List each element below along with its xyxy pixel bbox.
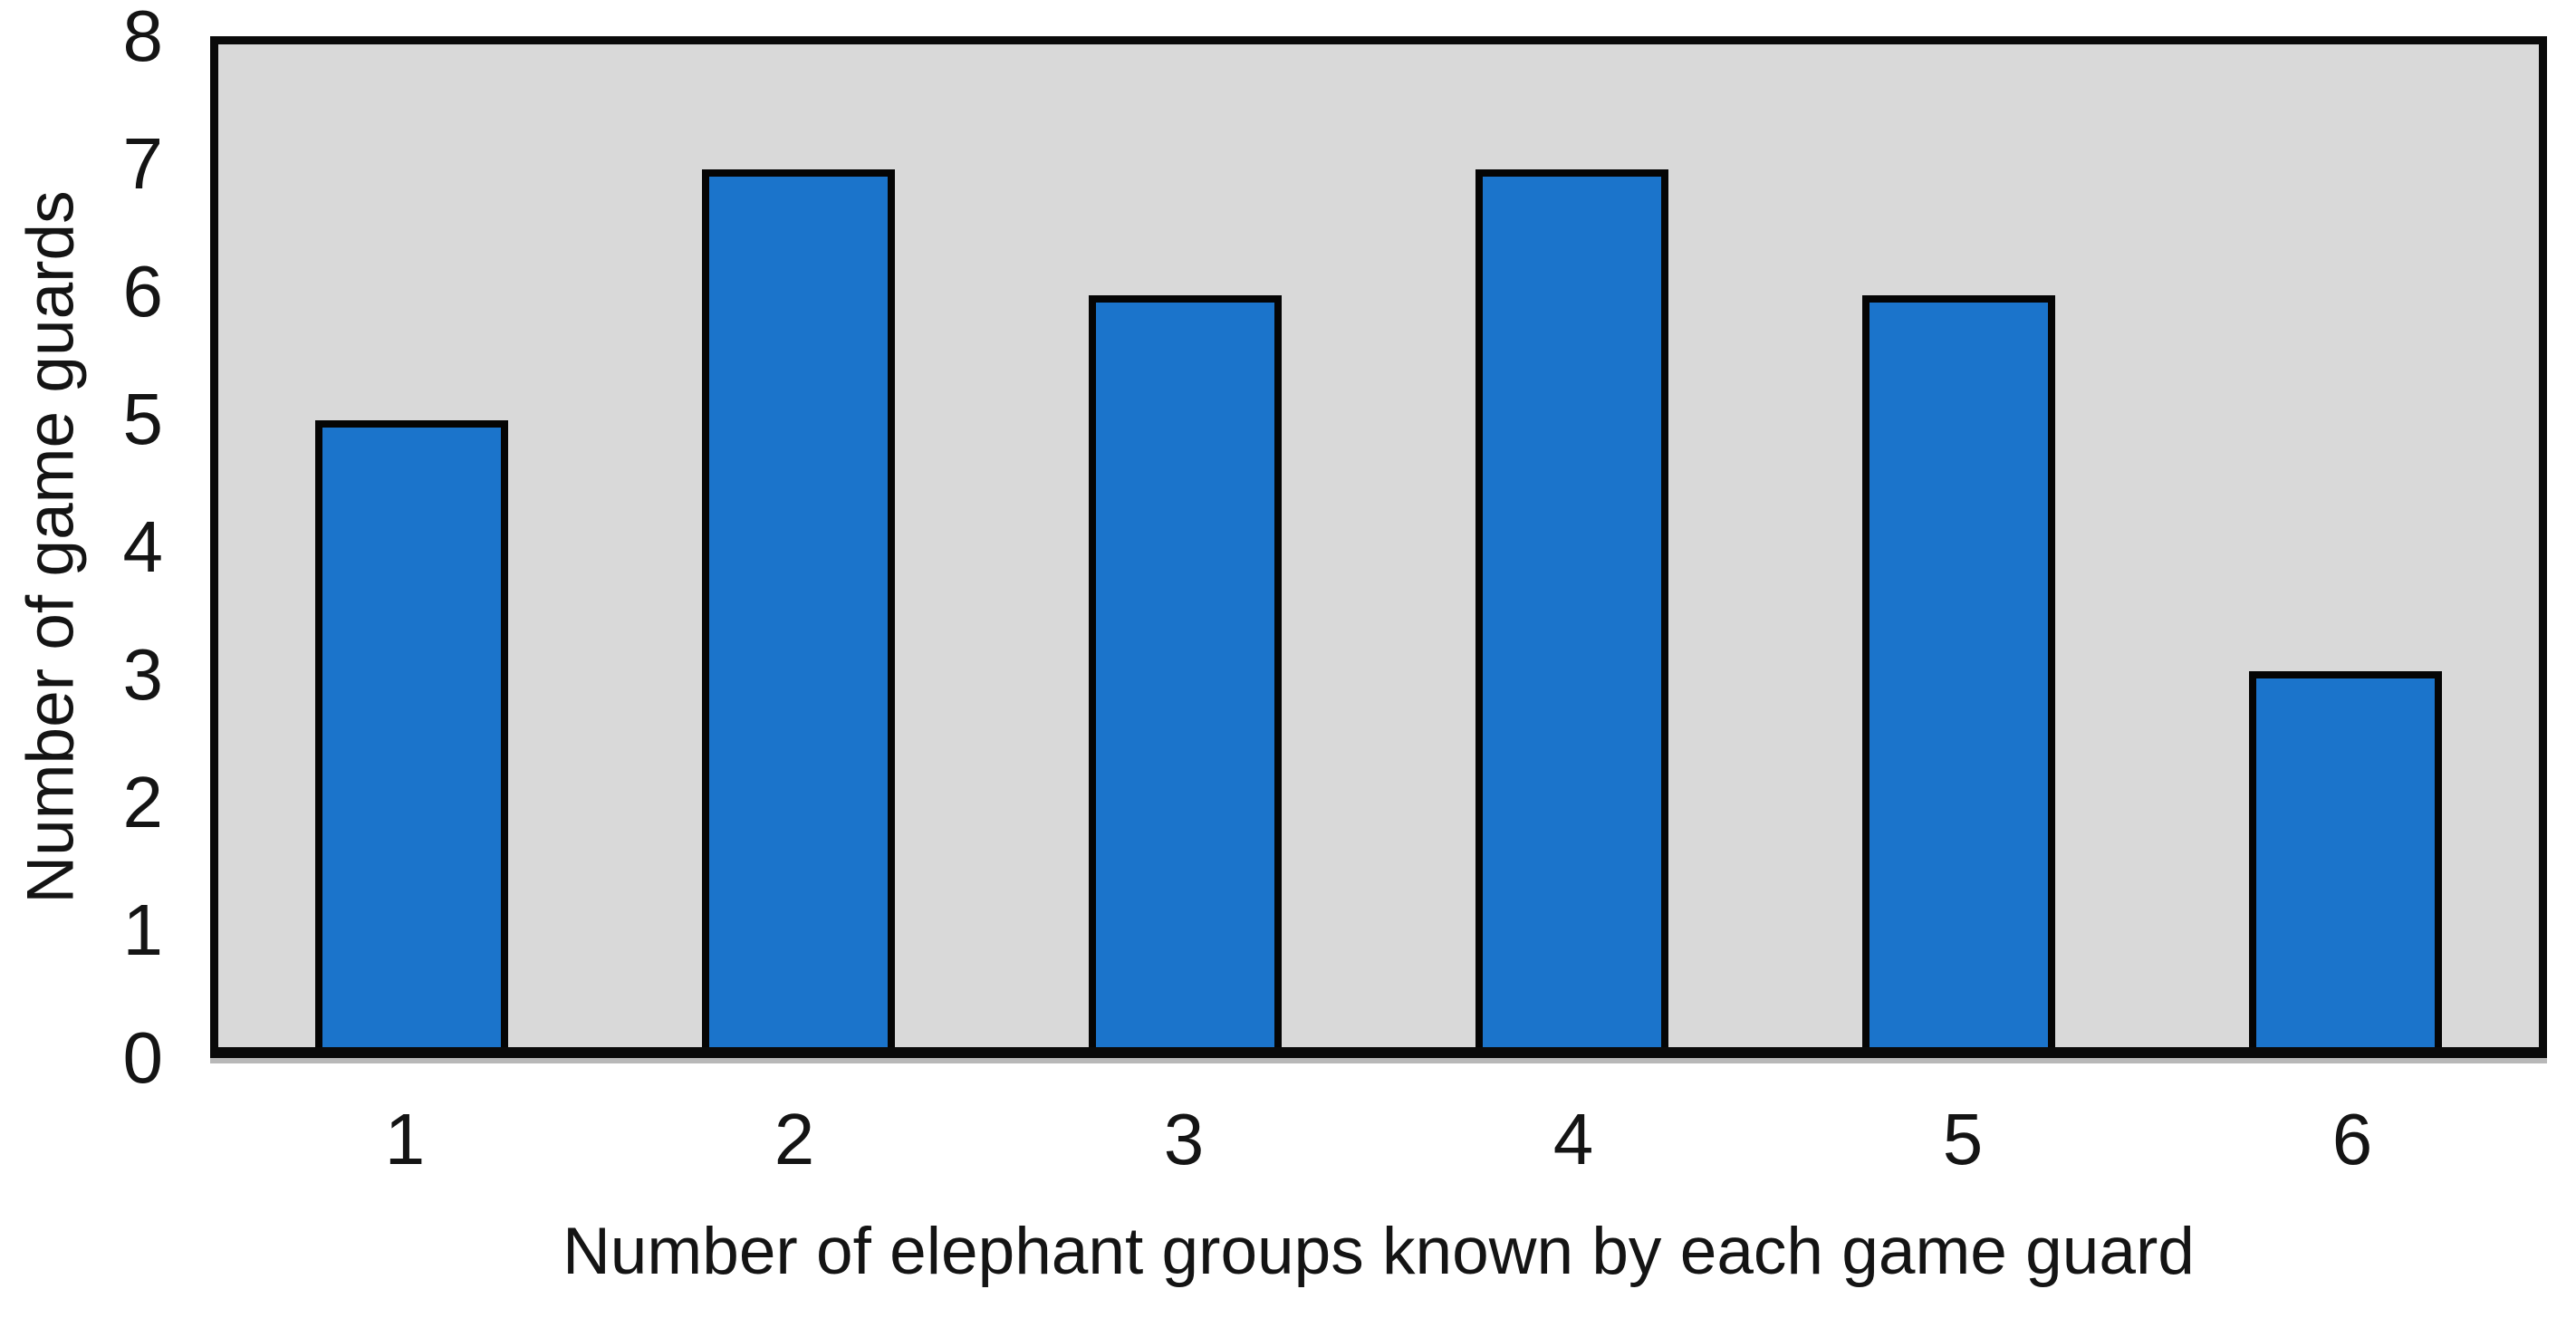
y-tick-label-8: 8	[122, 0, 164, 76]
bar-category-5	[1861, 294, 2056, 1047]
y-tick-label-0: 0	[122, 1017, 164, 1098]
y-tick-label-5: 5	[122, 379, 164, 459]
x-tick-label-6: 6	[2331, 1099, 2373, 1179]
y-tick-label-3: 3	[122, 634, 164, 715]
bar-slot-5	[1765, 44, 2152, 1047]
x-axis-tick-labels: 1 2 3 4 5 6	[210, 1098, 2547, 1181]
plot-area	[210, 36, 2547, 1058]
y-tick-label-7: 7	[122, 123, 164, 204]
x-tick-label-3: 3	[1163, 1099, 1205, 1179]
bar-category-1	[314, 420, 509, 1047]
y-tick-label-4: 4	[122, 506, 164, 587]
bar-slot-3	[992, 44, 1379, 1047]
bar-slot-4	[1379, 44, 1765, 1047]
x-tick-label-1: 1	[384, 1099, 426, 1179]
bar-slot-1	[218, 44, 605, 1047]
x-axis-title: Number of elephant groups known by each …	[562, 1215, 2195, 1288]
x-tick-label-5: 5	[1942, 1099, 1984, 1179]
y-tick-label-6: 6	[122, 251, 164, 332]
bars-row	[218, 44, 2539, 1047]
bar-category-2	[701, 169, 896, 1047]
bar-slot-2	[605, 44, 992, 1047]
bar-category-4	[1475, 169, 1669, 1047]
y-tick-label-2: 2	[122, 762, 164, 842]
x-tick-label-2: 2	[774, 1099, 815, 1179]
bar-category-6	[2248, 670, 2443, 1047]
y-tick-label-1: 1	[122, 890, 164, 970]
x-tick-label-4: 4	[1552, 1099, 1594, 1179]
bar-category-3	[1088, 294, 1283, 1047]
bar-slot-6	[2152, 44, 2539, 1047]
